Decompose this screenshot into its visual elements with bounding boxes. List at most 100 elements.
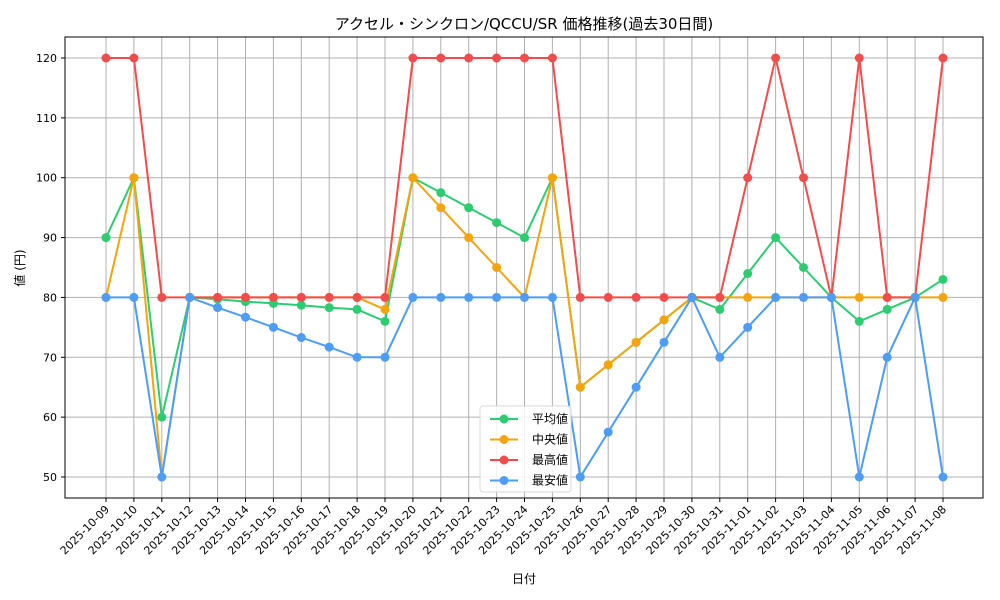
- data-point: [129, 292, 139, 302]
- data-point: [492, 53, 502, 63]
- data-point: [547, 292, 557, 302]
- legend-marker: [499, 435, 509, 444]
- x-axis-label: 日付: [512, 572, 536, 586]
- data-point: [520, 53, 529, 63]
- legend-marker: [499, 455, 509, 465]
- data-point: [854, 292, 864, 302]
- data-point: [743, 268, 753, 278]
- x-axis: 2025-10-092025-10-102025-10-112025-10-12…: [58, 498, 949, 557]
- data-point: [743, 173, 753, 183]
- data-point: [575, 472, 585, 482]
- series-line: [101, 53, 948, 302]
- data-point: [743, 322, 753, 332]
- data-point: [213, 303, 223, 313]
- data-point: [268, 292, 278, 302]
- legend-label: 平均値: [532, 411, 568, 426]
- data-point: [603, 292, 613, 302]
- data-point: [101, 53, 111, 63]
- data-point: [771, 292, 781, 302]
- data-point: [938, 472, 948, 482]
- data-point: [631, 382, 641, 392]
- legend-label: 最高値: [532, 452, 568, 467]
- data-point: [799, 263, 808, 272]
- data-point: [826, 292, 836, 302]
- data-point: [938, 292, 948, 302]
- data-point: [296, 292, 306, 302]
- data-point: [436, 53, 446, 63]
- data-point: [603, 360, 613, 370]
- data-point: [492, 218, 502, 228]
- legend-marker: [499, 476, 509, 485]
- data-point: [547, 173, 557, 183]
- y-tick-label: 110: [36, 112, 57, 125]
- data-point: [547, 53, 557, 63]
- data-point: [715, 352, 725, 362]
- data-point: [101, 292, 111, 302]
- data-point: [799, 292, 808, 302]
- series-line: [101, 292, 948, 482]
- data-point: [854, 53, 864, 63]
- data-point: [324, 303, 334, 313]
- data-point: [380, 352, 390, 362]
- data-point: [352, 352, 362, 362]
- data-point: [296, 300, 306, 310]
- data-point: [520, 292, 529, 302]
- y-axis-label: 値 (円): [12, 249, 27, 286]
- legend-box: [479, 405, 572, 493]
- y-tick-label: 90: [43, 232, 57, 245]
- data-point: [296, 333, 306, 343]
- data-point: [771, 53, 781, 63]
- data-point: [575, 292, 585, 302]
- data-point: [408, 53, 418, 63]
- data-point: [436, 292, 446, 302]
- y-tick-label: 60: [43, 411, 57, 424]
- data-point: [464, 292, 474, 302]
- data-point: [882, 304, 892, 314]
- data-point: [380, 304, 390, 314]
- data-point: [464, 233, 474, 243]
- y-axis: 50 60 70 80 90 100 110 120: [36, 52, 65, 484]
- data-point: [129, 173, 139, 183]
- data-point: [324, 292, 334, 302]
- data-point: [101, 233, 111, 243]
- data-point: [659, 337, 669, 347]
- data-point: [575, 382, 585, 392]
- grid-lines: [65, 37, 983, 498]
- y-tick-label: 100: [36, 172, 57, 185]
- data-point: [520, 233, 529, 243]
- data-point: [938, 274, 948, 284]
- data-point: [938, 53, 948, 63]
- data-point: [464, 53, 474, 63]
- data-point: [882, 292, 892, 302]
- data-point: [352, 304, 362, 314]
- data-point: [854, 472, 864, 482]
- data-point: [352, 292, 362, 302]
- data-point: [241, 312, 250, 322]
- data-point: [129, 53, 139, 63]
- series-layer: [101, 53, 948, 482]
- data-point: [436, 203, 446, 213]
- data-point: [157, 292, 167, 302]
- data-point: [715, 304, 725, 314]
- data-point: [324, 342, 334, 352]
- data-point: [743, 292, 753, 302]
- data-point: [380, 316, 390, 326]
- y-tick-label: 80: [43, 291, 57, 304]
- data-point: [157, 412, 167, 422]
- data-point: [157, 472, 167, 482]
- data-point: [659, 292, 669, 302]
- data-point: [631, 337, 641, 347]
- chart-title: アクセル・シンクロン/QCCU/SR 価格推移(過去30日間): [335, 15, 714, 33]
- data-point: [436, 188, 446, 198]
- data-point: [854, 316, 864, 326]
- data-point: [659, 315, 669, 325]
- data-point: [603, 427, 613, 437]
- data-point: [715, 292, 725, 302]
- legend-label: 最安値: [532, 473, 568, 488]
- y-tick-label: 120: [36, 52, 57, 65]
- data-point: [492, 292, 502, 302]
- data-point: [380, 292, 390, 302]
- data-point: [631, 292, 641, 302]
